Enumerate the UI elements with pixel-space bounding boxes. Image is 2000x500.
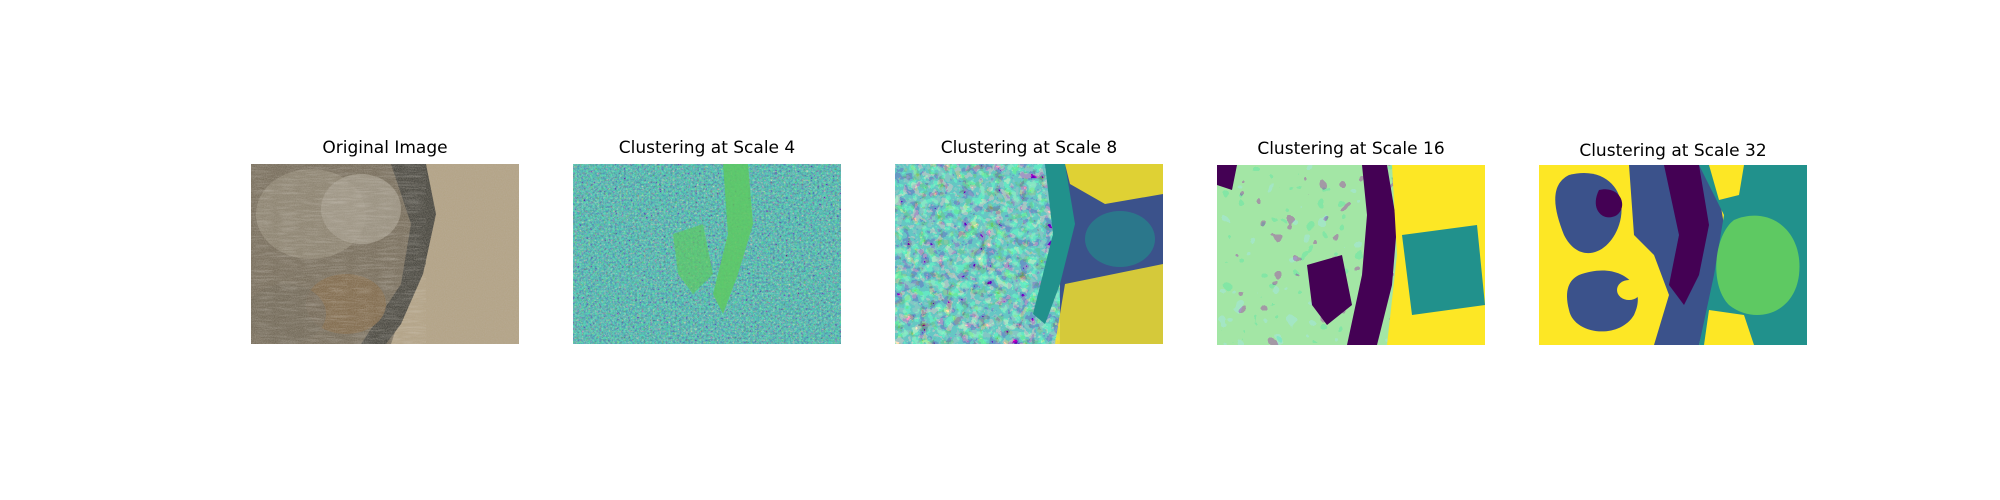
cluster-map-scale-8 bbox=[895, 164, 1163, 344]
scale-4-panel: Clustering at Scale 4 bbox=[573, 136, 841, 344]
panel-title: Clustering at Scale 8 bbox=[940, 138, 1118, 158]
panel-title: Clustering at Scale 16 bbox=[1257, 139, 1445, 159]
panel-title: Clustering at Scale 4 bbox=[618, 138, 796, 158]
cluster-map-scale-4 bbox=[573, 164, 841, 344]
panel-title: Original Image bbox=[322, 138, 448, 158]
original-photo bbox=[251, 164, 519, 344]
panel-title: Clustering at Scale 32 bbox=[1579, 141, 1767, 161]
cluster-map-scale-32 bbox=[1539, 165, 1807, 345]
original-image-panel: Original Image bbox=[251, 136, 519, 344]
scale-16-panel: Clustering at Scale 16 bbox=[1217, 136, 1485, 345]
cluster-map-scale-16 bbox=[1217, 165, 1485, 345]
scale-8-panel: Clustering at Scale 8 bbox=[895, 136, 1163, 344]
scale-32-panel: Clustering at Scale 32 bbox=[1539, 136, 1807, 345]
